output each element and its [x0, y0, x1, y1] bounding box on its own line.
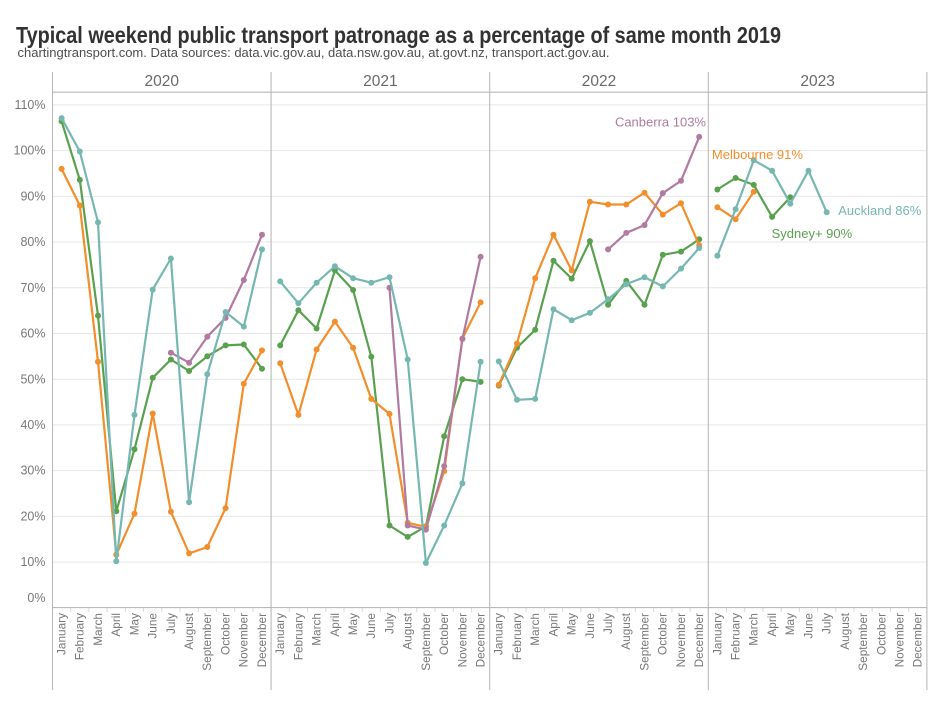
svg-text:November: November — [892, 613, 906, 667]
svg-text:chartingtransport.com. Data so: chartingtransport.com. Data sources: dat… — [18, 46, 610, 60]
svg-text:July: July — [820, 613, 834, 634]
svg-text:2023: 2023 — [800, 73, 834, 90]
svg-text:February: February — [728, 613, 742, 660]
svg-text:October: October — [437, 613, 451, 655]
svg-text:2021: 2021 — [363, 73, 397, 90]
svg-text:September: September — [200, 613, 214, 671]
svg-text:January: January — [273, 613, 287, 655]
svg-text:May: May — [783, 613, 797, 635]
svg-text:80%: 80% — [20, 235, 45, 249]
svg-text:40%: 40% — [20, 418, 45, 432]
svg-text:February: February — [73, 613, 87, 660]
svg-text:Melbourne 91%: Melbourne 91% — [712, 147, 803, 162]
svg-text:April: April — [546, 613, 560, 637]
svg-text:October: October — [218, 613, 232, 655]
svg-text:November: November — [455, 613, 469, 667]
svg-text:Canberra 103%: Canberra 103% — [615, 115, 706, 130]
svg-text:December: December — [911, 613, 925, 667]
svg-text:July: July — [601, 613, 615, 634]
svg-text:10%: 10% — [20, 555, 45, 569]
svg-text:January: January — [710, 613, 724, 655]
svg-text:November: November — [237, 613, 251, 667]
svg-text:Typical weekend public transpo: Typical weekend public transport patrona… — [16, 22, 781, 48]
svg-text:May: May — [127, 613, 141, 635]
svg-text:September: September — [856, 613, 870, 671]
svg-text:May: May — [565, 613, 579, 635]
svg-text:March: March — [309, 613, 323, 646]
svg-text:60%: 60% — [20, 327, 45, 341]
svg-text:August: August — [182, 612, 196, 649]
svg-text:January: January — [54, 613, 68, 655]
svg-text:June: June — [364, 613, 378, 639]
svg-text:December: December — [473, 613, 487, 667]
svg-text:October: October — [656, 613, 670, 655]
svg-text:June: June — [801, 613, 815, 639]
svg-text:June: June — [583, 613, 597, 639]
svg-text:100%: 100% — [14, 144, 46, 158]
svg-text:April: April — [328, 613, 342, 637]
svg-text:January: January — [492, 613, 506, 655]
svg-text:December: December — [255, 613, 269, 667]
svg-text:50%: 50% — [20, 372, 45, 386]
svg-text:Auckland 86%: Auckland 86% — [838, 203, 922, 218]
svg-text:2022: 2022 — [582, 73, 616, 90]
svg-text:2020: 2020 — [145, 73, 180, 90]
svg-text:June: June — [146, 613, 160, 639]
svg-text:February: February — [510, 613, 524, 660]
svg-text:Sydney+ 90%: Sydney+ 90% — [772, 226, 853, 241]
svg-text:October: October — [874, 613, 888, 655]
svg-text:November: November — [674, 613, 688, 667]
svg-text:April: April — [765, 613, 779, 637]
svg-text:110%: 110% — [14, 98, 45, 112]
svg-text:March: March — [91, 613, 105, 646]
svg-text:April: April — [109, 613, 123, 637]
svg-text:September: September — [637, 613, 651, 671]
svg-text:August: August — [619, 612, 633, 649]
svg-text:March: March — [747, 613, 761, 646]
svg-text:August: August — [401, 612, 415, 649]
svg-text:February: February — [291, 613, 305, 660]
svg-text:December: December — [692, 613, 706, 667]
svg-text:20%: 20% — [20, 510, 45, 524]
svg-text:0%: 0% — [27, 591, 45, 605]
svg-text:70%: 70% — [20, 281, 45, 295]
svg-text:30%: 30% — [20, 464, 45, 478]
svg-text:July: July — [382, 613, 396, 634]
svg-text:March: March — [528, 613, 542, 646]
svg-text:May: May — [346, 613, 360, 635]
svg-text:90%: 90% — [20, 189, 45, 203]
svg-text:September: September — [419, 613, 433, 671]
svg-text:July: July — [164, 613, 178, 634]
svg-text:August: August — [838, 612, 852, 649]
